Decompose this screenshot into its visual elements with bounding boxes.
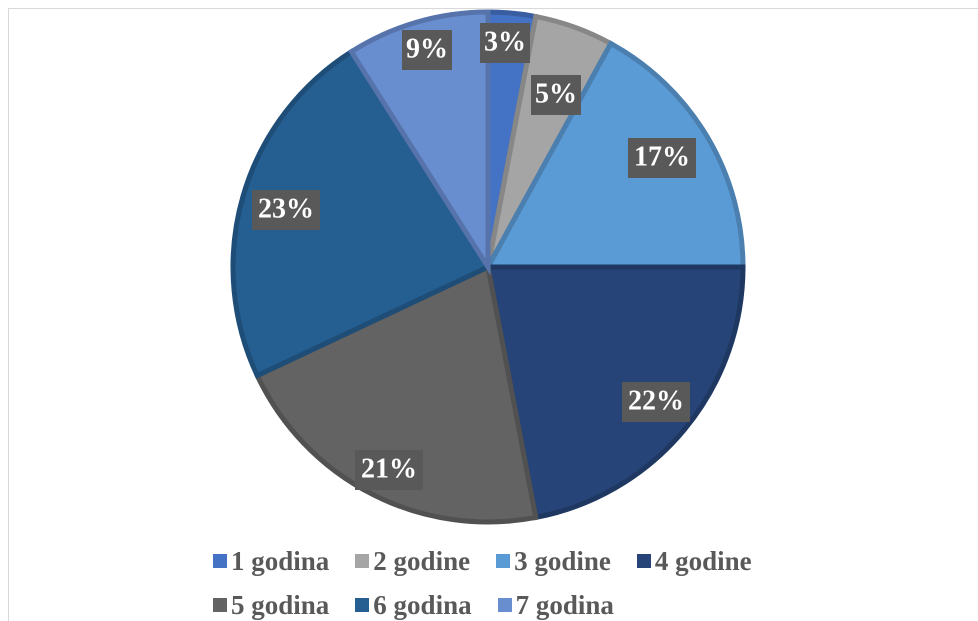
legend-item: 2 godine (355, 546, 470, 576)
pie-slice-3 (483, 40, 746, 270)
data-label-box-3 (628, 138, 696, 178)
legend-item: 7 godina (497, 590, 614, 620)
data-label-box-1 (480, 23, 530, 63)
legend-swatch (497, 598, 512, 612)
data-label-box-5 (355, 450, 423, 490)
legend-item: 5 godina (213, 590, 329, 620)
pie-slice-5 (253, 263, 539, 525)
data-label-box-4 (622, 382, 690, 422)
legend-label: 3 godine (514, 546, 611, 576)
legend-label: 5 godina (231, 590, 330, 620)
legend-item: 4 godine (636, 546, 752, 576)
legend-swatch (213, 598, 227, 612)
pie-slice-4 (484, 264, 746, 521)
legend-swatch (213, 554, 227, 568)
data-label-4: 22% (628, 385, 684, 416)
legend-label: 1 godina (231, 546, 330, 576)
legend-swatch (496, 554, 511, 568)
data-label-box-6 (252, 190, 320, 230)
legend-label: 4 godine (654, 546, 752, 576)
pie-slice-6 (230, 48, 492, 379)
pie-chart: 3% 5% 17% 22% 21% 23% 9% (230, 9, 746, 525)
pie-slices (230, 9, 746, 525)
legend-item: 1 godina (213, 546, 329, 576)
legend-swatch (355, 554, 370, 568)
data-label-5: 21% (361, 453, 417, 484)
data-label-7: 9% (406, 33, 448, 64)
data-label-box-7 (402, 30, 452, 70)
data-label-3: 17% (634, 141, 690, 172)
pie-data-labels: 3% 5% 17% 22% 21% 23% 9% (252, 23, 696, 490)
data-label-2: 5% (535, 78, 577, 109)
legend-label: 6 godina (373, 590, 472, 620)
legend-item: 6 godina (355, 590, 472, 620)
legend-row-1: 1 godina 2 godine 3 godine 4 godine (213, 546, 778, 576)
pie-slice-7 (347, 9, 491, 276)
legend-item: 3 godine (496, 546, 611, 576)
data-label-6: 23% (258, 193, 314, 224)
legend-swatch (355, 598, 370, 612)
data-label-1: 3% (484, 26, 526, 57)
legend-label: 2 godine (373, 546, 471, 576)
legend-row-2: 5 godina 6 godina 7 godina (213, 590, 640, 620)
legend-swatch (636, 554, 651, 568)
data-label-box-2 (531, 75, 581, 115)
legend-label: 7 godina (515, 590, 614, 620)
